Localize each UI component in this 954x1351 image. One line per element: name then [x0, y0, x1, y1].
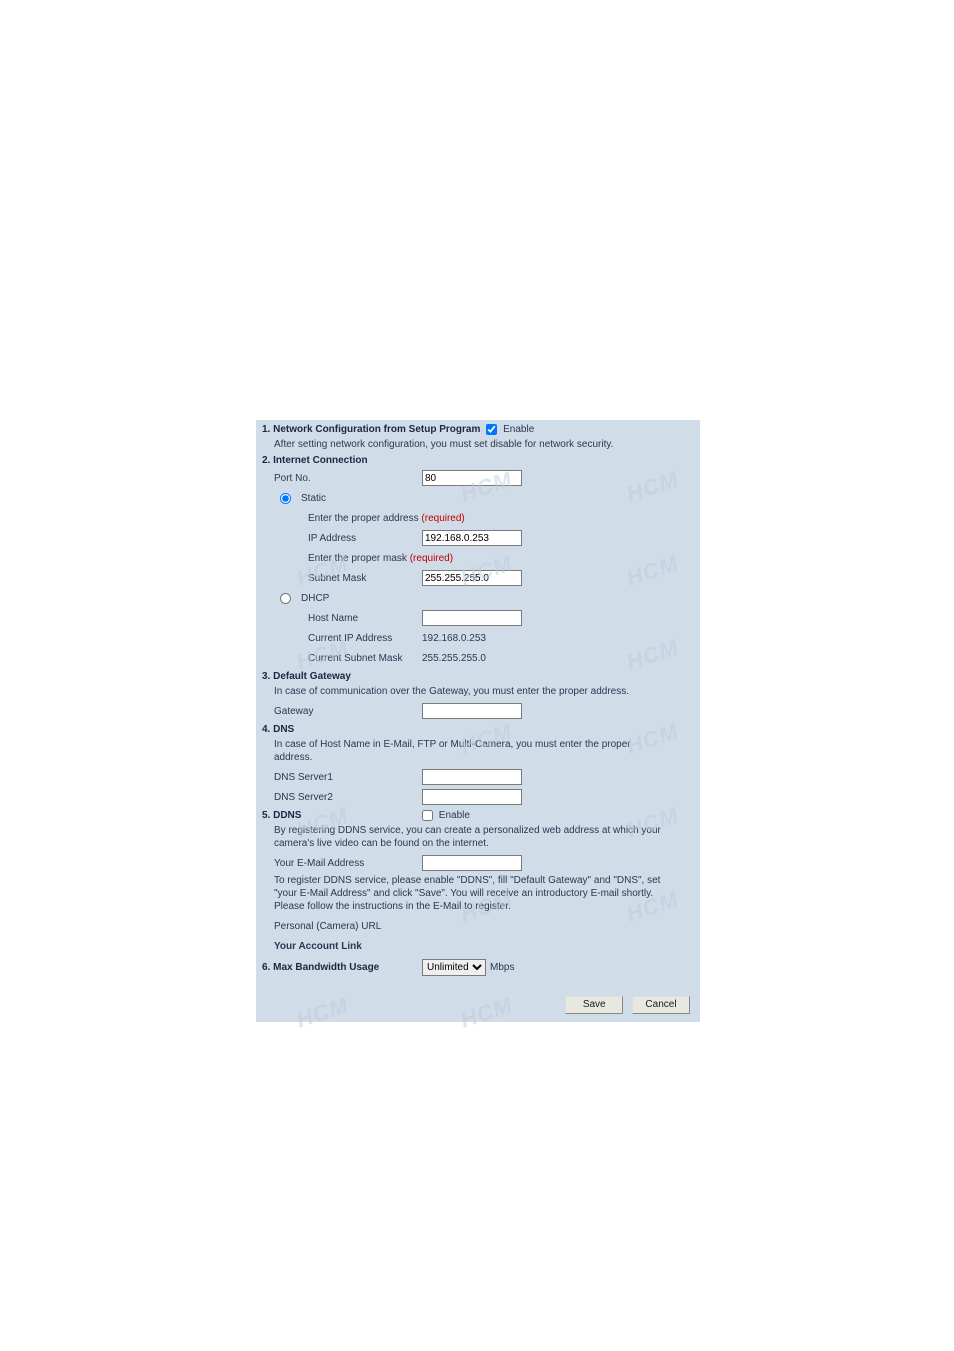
gateway-label: Gateway	[274, 706, 422, 717]
ip-label: IP Address	[308, 533, 422, 544]
section-6-title: 6. Max Bandwidth Usage	[262, 962, 422, 973]
dhcp-radio[interactable]	[280, 593, 291, 604]
setup-program-enable-label: Enable	[503, 424, 534, 435]
static-radio[interactable]	[280, 493, 291, 504]
personal-url-label: Personal (Camera) URL	[274, 921, 422, 932]
bandwidth-unit: Mbps	[490, 962, 514, 973]
section-4-desc: In case of Host Name in E-Mail, FTP or M…	[274, 738, 654, 764]
current-ip-label: Current IP Address	[308, 633, 422, 644]
gateway-input[interactable]	[422, 703, 522, 719]
ddns-note: To register DDNS service, please enable …	[274, 874, 684, 913]
dns1-input[interactable]	[422, 769, 522, 785]
addr-hint: Enter the proper address (required)	[308, 513, 465, 524]
dhcp-label: DHCP	[301, 593, 329, 604]
ip-input[interactable]	[422, 530, 522, 546]
mask-label: Subnet Mask	[308, 573, 422, 584]
cancel-button[interactable]: Cancel	[632, 996, 690, 1014]
setup-program-enable-checkbox[interactable]	[486, 424, 497, 435]
network-config-panel: HCM HCM HCM HCM HCM HCM HCM HCM HCM HCM …	[256, 420, 700, 1022]
host-label: Host Name	[308, 613, 422, 624]
button-bar: Save Cancel	[256, 990, 700, 1016]
ddns-enable-label: Enable	[439, 810, 470, 821]
section-2-title: 2. Internet Connection	[262, 455, 700, 466]
current-mask-label: Current Subnet Mask	[308, 653, 422, 664]
dns2-label: DNS Server2	[274, 792, 422, 803]
mask-input[interactable]	[422, 570, 522, 586]
section-4-title: 4. DNS	[262, 724, 700, 735]
bandwidth-select[interactable]: Unlimited	[422, 959, 486, 976]
section-1-desc: After setting network configuration, you…	[274, 438, 700, 451]
dns1-label: DNS Server1	[274, 772, 422, 783]
ddns-enable-checkbox[interactable]	[422, 810, 433, 821]
email-label: Your E-Mail Address	[274, 858, 422, 869]
section-3-desc: In case of communication over the Gatewa…	[274, 685, 700, 698]
port-input[interactable]	[422, 470, 522, 486]
account-link-label: Your Account Link	[274, 941, 422, 952]
mask-hint: Enter the proper mask (required)	[308, 553, 453, 564]
section-1-title: 1. Network Configuration from Setup Prog…	[262, 424, 480, 435]
port-label: Port No.	[274, 473, 422, 484]
static-label: Static	[301, 493, 326, 504]
host-input[interactable]	[422, 610, 522, 626]
save-button[interactable]: Save	[565, 996, 623, 1014]
section-3-title: 3. Default Gateway	[262, 671, 700, 682]
current-ip-value: 192.168.0.253	[422, 633, 486, 644]
section-5-desc: By registering DDNS service, you can cre…	[274, 824, 674, 850]
dns2-input[interactable]	[422, 789, 522, 805]
section-5-title: 5. DDNS	[262, 810, 422, 821]
current-mask-value: 255.255.255.0	[422, 653, 486, 664]
email-input[interactable]	[422, 855, 522, 871]
